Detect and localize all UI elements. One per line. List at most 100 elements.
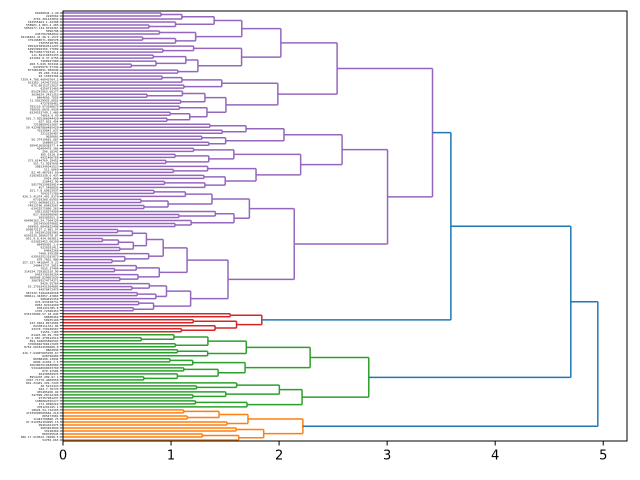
leaf-label: 37606046780417695: [28, 342, 59, 346]
leaf-label: 2763.301432832: [33, 17, 58, 21]
leaf-label: 627.832.454: [39, 119, 59, 123]
leaf-label: 9684015356: [40, 297, 58, 301]
leaf-label: 0953.82164990: [35, 303, 59, 307]
leaf-label: 06499305.1.6: [37, 243, 59, 247]
leaf-label: 5102032338.0.437: [30, 173, 59, 177]
leaf-label: 86588498.13844: [33, 357, 58, 361]
leaf-label: 386.17.519522.70698.5: [21, 435, 59, 439]
leaf-label: 035170960.57.18.045: [24, 312, 59, 316]
leaf-label: 97357981237: [39, 396, 59, 400]
leaf-label: 070.27504: [42, 369, 58, 373]
leaf-label: 380411.343057.47865: [24, 294, 59, 298]
x-tick-label: 2: [275, 449, 283, 464]
leaf-label: 431962.0.37.6756: [30, 56, 59, 60]
leaf-label: 95.260.3114: [39, 71, 59, 75]
leaf-label: 6250731405: [40, 86, 58, 90]
leaf-label: 457.5408856: [39, 186, 59, 190]
leaf-label: 218442.90: [42, 179, 58, 183]
leaf-label: 667432.51842420568: [26, 291, 59, 295]
leaf-label: 1370.72306453: [35, 309, 59, 313]
leaf-label: 801.23401.329.7245: [26, 381, 59, 385]
leaf-label: 74912796.89452567: [28, 204, 59, 208]
leaf-label: 2457567084842: [35, 32, 59, 36]
leaf-label: 305.6310.8: [40, 152, 58, 156]
leaf-label: 785110.973290679: [30, 104, 59, 108]
leaf-label: 051.9.8.434.003811: [26, 237, 59, 241]
leaf-label: 416.7.64907605258.67: [22, 351, 58, 355]
leaf-label: 639162513181075: [31, 255, 58, 259]
leaf-label: 8754.591814506068.8: [24, 345, 59, 349]
leaf-label: 3663807619480089: [30, 363, 59, 367]
leaf-label: 558901.4.803.2.285: [26, 23, 59, 27]
leaf-label: 0452730330254: [35, 273, 59, 277]
leaf-label: 8954470.209.97.1: [30, 375, 59, 379]
axes-spines: [62, 10, 628, 442]
cluster-links: [63, 12, 434, 441]
leaf-label: 5096798: [46, 29, 59, 33]
leaf-label: 47335090506684.210: [26, 411, 59, 415]
leaf-axis: 06180944.1.4922205622763.301432832344555…: [21, 11, 63, 442]
leaf-label: 800705645: [42, 432, 58, 436]
leaf-label: 50935196: [44, 318, 59, 322]
leaf-label: 01423.00.09.799: [31, 333, 58, 337]
x-tick-label: 1: [167, 449, 175, 464]
leaf-label: 7460.870199: [39, 252, 59, 256]
leaf-label: 368968.829601620: [30, 276, 59, 280]
leaf-label: 04642266: [44, 249, 59, 253]
leaf-label: 5850177.134.9319367: [24, 26, 59, 30]
above-threshold-links: [261, 131, 599, 428]
leaf-label: 347999.28742106: [31, 393, 58, 397]
x-tick-label: 5: [599, 449, 607, 464]
leaf-label: 3791968571.006578: [28, 38, 59, 42]
leaf-label: 168809137: [42, 140, 58, 144]
leaf-label: 111.84119452435: [31, 53, 58, 57]
leaf-label: 04338111331.06: [33, 324, 58, 328]
leaf-label: 013262.1434273553: [28, 80, 59, 84]
leaf-label: 6090.21939.7.5: [33, 360, 58, 364]
axes-frame: [62, 10, 628, 442]
leaf-label: 39146462.41.26.9.1573: [21, 35, 59, 39]
leaf-label: 296.18341: [42, 149, 58, 153]
leaf-label: 344555464.1.44308: [28, 20, 59, 24]
leaf-label: 005473901: [42, 414, 58, 418]
leaf-label: 894.618695896593: [30, 339, 59, 343]
leaf-label: 022.7.70770: [39, 387, 59, 391]
x-tick-label: 4: [491, 449, 499, 464]
leaf-label: 60490162.24.7304129: [24, 219, 59, 223]
leaf-label: 075.69153713637: [31, 83, 58, 87]
leaf-label: 251.7.8.60813937: [30, 189, 59, 193]
leaf-label: 4727878461: [40, 101, 58, 105]
leaf-label: 59.422487880485420: [26, 125, 59, 129]
leaf-label: 8781431785.8: [37, 306, 59, 310]
leaf-label: 679.7661.980: [37, 258, 59, 262]
leaf-label: 97.012952194995.15: [26, 420, 59, 424]
leaf-label: 173.6090219: [39, 402, 59, 406]
leaf-label: 039455.8845822498: [28, 225, 59, 229]
leaf-label: 11.58129929.0855: [30, 98, 59, 102]
leaf-label: 73055518781: [39, 41, 59, 45]
leaf-label: 33.5623015381961: [30, 231, 59, 235]
leaf-label: 39128466: [44, 429, 59, 433]
x-axis-ticks: 0 1 2 3 4 5: [59, 441, 607, 464]
leaf-label: 7643171780: [40, 192, 58, 196]
leaf-label: 94325678.57342: [33, 65, 58, 69]
leaf-label: 240441737.2815: [33, 264, 58, 268]
x-tick-label: 3: [383, 449, 391, 464]
leaf-label: 55.27563431564805: [28, 285, 59, 289]
leaf-label: 426.3.41374.491.9370: [22, 195, 58, 199]
leaf-label: 8776810091.082040: [28, 68, 59, 72]
leaf-label: 62953092366.77689: [28, 47, 59, 51]
leaf-label: 3636614.2431353: [31, 92, 58, 96]
leaf-label: 43370.739236507: [31, 327, 58, 331]
leaf-label: 509385953.8: [39, 216, 59, 220]
leaf-label: 268783574774271: [31, 279, 58, 283]
leaf-label: 56.27419681.687: [31, 137, 58, 141]
leaf-label: 059072127.2.881.97: [26, 228, 59, 232]
x-tick-label: 0: [59, 449, 67, 464]
leaf-label: 54765.663: [42, 438, 58, 442]
leaf-label: 9429.55764: [40, 282, 58, 286]
leaf-label: 7359.4.786.48943764.2: [21, 77, 59, 81]
leaf-label: 3081349343523: [35, 164, 59, 168]
leaf-label: 06180944.1.49: [35, 11, 59, 15]
